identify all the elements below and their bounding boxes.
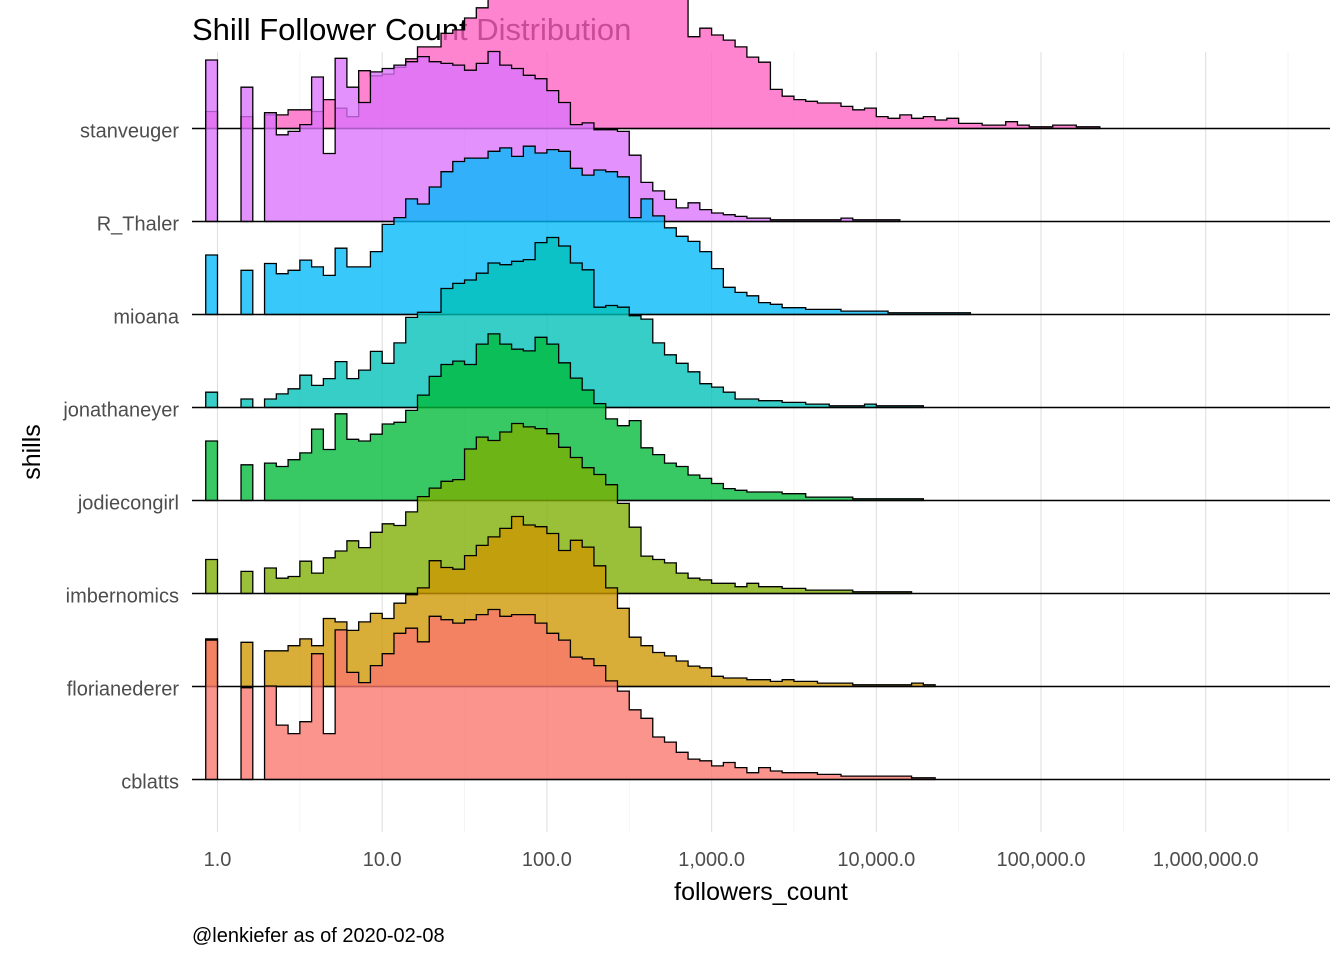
x-axis-ticks: 1.0 10.0 100.0 1,000.0 10,000.0 100,000.0 1,00… <box>204 849 1259 871</box>
x-tick-label: 100.0 <box>522 849 572 871</box>
y-tick-label: florianederer <box>67 679 180 701</box>
x-axis-title: followers_count <box>674 878 848 906</box>
ridge-cblatts <box>192 608 1330 781</box>
y-tick-label: mioana <box>113 307 179 329</box>
x-tick-label: 1,000.0 <box>678 849 745 871</box>
ridges <box>192 0 1330 781</box>
ridge-florianederer <box>192 515 1330 688</box>
ridge-R_Thaler <box>192 50 1330 223</box>
y-tick-label: cblatts <box>121 772 179 794</box>
y-tick-label: R_Thaler <box>97 214 180 236</box>
x-tick-label: 10.0 <box>363 849 402 871</box>
y-tick-label: imbernomics <box>66 586 179 608</box>
ridge-mioana <box>192 145 1330 316</box>
x-tick-label: 100,000.0 <box>997 849 1086 871</box>
x-tick-label: 1.0 <box>204 849 232 871</box>
caption: @lenkiefer as of 2020-02-08 <box>192 925 445 947</box>
y-tick-label: jonathaneyer <box>62 400 179 422</box>
y-tick-label: stanveuger <box>80 121 179 143</box>
y-tick-label: jodiecongirl <box>77 493 179 515</box>
y-axis-title: shills <box>18 424 46 480</box>
ridge-jodiecongirl <box>192 333 1330 502</box>
x-tick-label: 1,000,000.0 <box>1153 849 1259 871</box>
ridge-imbernomics <box>192 422 1330 595</box>
x-tick-label: 10,000.0 <box>837 849 915 871</box>
ridge-jonathaneyer <box>192 236 1330 409</box>
